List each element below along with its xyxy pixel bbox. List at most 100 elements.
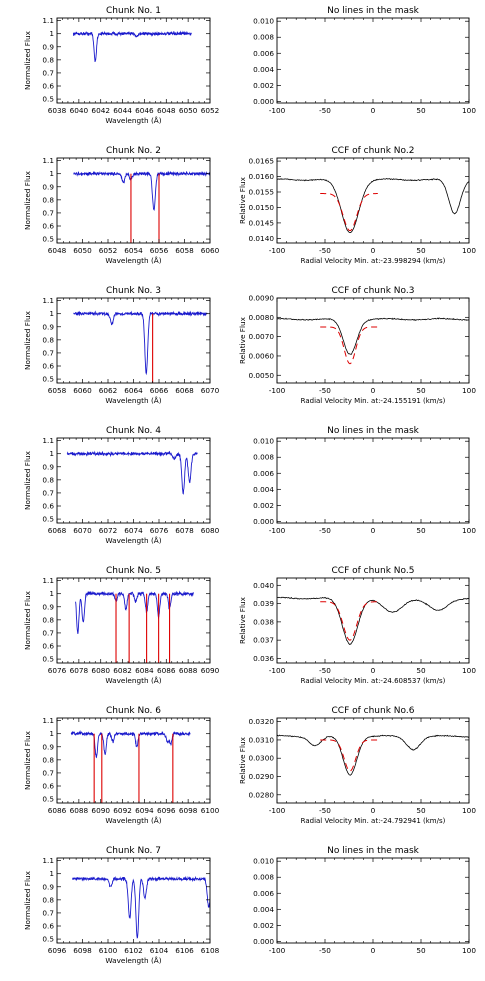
x-tick-label: 6048 xyxy=(157,106,176,115)
y-tick-label: 0.9 xyxy=(42,742,54,751)
y-tick-label: 0.039 xyxy=(253,599,274,608)
y-tick-label: 0.7 xyxy=(42,628,54,637)
plot-area xyxy=(277,596,469,646)
plot-frame xyxy=(56,437,211,524)
y-tick-label: 0.0300 xyxy=(248,754,274,763)
x-tick-label: 6058 xyxy=(175,246,194,255)
x-tick-label: 100 xyxy=(462,946,476,955)
y-tick-label: 1 xyxy=(49,29,54,38)
gaussian-fit-line xyxy=(320,739,378,772)
x-tick-label: 6084 xyxy=(135,666,154,675)
y-tick-label: 0.004 xyxy=(253,65,274,74)
x-tick-label: 6104 xyxy=(150,946,169,955)
plot-area xyxy=(73,310,208,383)
y-tick-label: 0.5 xyxy=(42,95,54,104)
x-tick-label: 50 xyxy=(416,386,426,395)
plot-area xyxy=(71,875,210,939)
x-tick-label: 6066 xyxy=(150,386,169,395)
y-tick-label: 0.6 xyxy=(42,222,54,231)
y-tick-label: 0.0320 xyxy=(248,717,274,726)
gaussian-fit-line xyxy=(320,601,378,641)
y-tick-label: 0.000 xyxy=(253,937,274,946)
y-tick-label: 0.0155 xyxy=(248,188,274,197)
y-tick-label: 0.0090 xyxy=(248,294,274,303)
x-tick-label: 50 xyxy=(416,526,426,535)
chart-title: Chunk No. 4 xyxy=(106,426,161,436)
x-tick-label: 6078 xyxy=(175,526,194,535)
plot-area xyxy=(66,450,198,495)
x-tick-label: 6046 xyxy=(135,106,154,115)
y-tick-label: 0.7 xyxy=(42,488,54,497)
x-axis-label: Wavelength (Å) xyxy=(105,256,161,265)
y-tick-label: 0.004 xyxy=(253,485,274,494)
y-tick-label: 1 xyxy=(49,449,54,458)
spectrum-line xyxy=(75,590,195,634)
y-tick-label: 1.1 xyxy=(42,296,54,305)
y-tick-label: 0.8 xyxy=(42,335,54,344)
y-tick-label: 1 xyxy=(49,869,54,878)
x-tick-label: 0 xyxy=(371,386,376,395)
plot-frame xyxy=(276,857,470,944)
x-tick-label: 6086 xyxy=(48,806,67,815)
x-tick-label: 6088 xyxy=(179,666,198,675)
y-tick-label: 0.036 xyxy=(253,654,274,663)
x-tick-label: -50 xyxy=(319,246,331,255)
plot-frame xyxy=(276,717,470,804)
y-tick-label: 0.9 xyxy=(42,882,54,891)
chart-panel: Chunk No. 1 6038 6040 6042 6044 6046 6048 6050 6… xyxy=(23,6,219,125)
x-tick-label: 6052 xyxy=(201,106,220,115)
x-tick-label: -100 xyxy=(269,526,286,535)
y-tick-label: 0.0290 xyxy=(248,772,274,781)
x-axis-label: Wavelength (Å) xyxy=(105,956,161,965)
chart-panel: CCF of chunk No.3 -100 -50 0 50 100 0.0050 0.00… xyxy=(238,286,476,405)
chart-title: Chunk No. 2 xyxy=(106,146,161,156)
x-tick-label: 6098 xyxy=(179,806,198,815)
y-tick-label: 0.0080 xyxy=(248,313,274,322)
chart-panel: Chunk No. 3 6058 6060 6062 6064 6066 6068 6070 0… xyxy=(23,286,220,405)
y-tick-label: 0.9 xyxy=(42,322,54,331)
x-tick-label: 50 xyxy=(416,106,426,115)
x-tick-label: 6056 xyxy=(150,246,169,255)
plot-area xyxy=(70,730,191,803)
y-tick-label: 1.1 xyxy=(42,716,54,725)
y-tick-label: 0.8 xyxy=(42,475,54,484)
x-tick-label: 6070 xyxy=(73,526,92,535)
plot-frame xyxy=(56,157,211,244)
x-tick-label: -100 xyxy=(269,246,286,255)
x-tick-label: 6060 xyxy=(201,246,220,255)
chart-title: Chunk No. 1 xyxy=(106,6,161,16)
chart-panel: CCF of chunk No.6 -100 -50 0 50 100 0.0280 0.02… xyxy=(238,706,476,825)
x-axis-label: Radial Velocity Min. at:-24.155191 (km/s… xyxy=(301,397,446,405)
y-tick-label: 0.040 xyxy=(253,581,274,590)
ccf-line xyxy=(277,177,469,233)
x-tick-label: 6074 xyxy=(124,526,143,535)
y-tick-label: 1.1 xyxy=(42,16,54,25)
y-tick-label: 0.006 xyxy=(253,469,274,478)
x-tick-label: 0 xyxy=(371,666,376,675)
chart-title: CCF of chunk No.5 xyxy=(332,566,415,576)
y-tick-label: 0.7 xyxy=(42,68,54,77)
ccf-line xyxy=(277,317,469,355)
y-tick-label: 0.002 xyxy=(253,81,274,90)
y-tick-label: 0.0050 xyxy=(248,371,274,380)
y-tick-label: 0.008 xyxy=(253,453,274,462)
y-tick-label: 0.008 xyxy=(253,873,274,882)
x-tick-label: 0 xyxy=(371,246,376,255)
plot-frame xyxy=(56,857,211,944)
chart-panel: No lines in the mask -100 -50 0 50 100 0.000 0.… xyxy=(253,6,476,115)
y-axis-label: Normalized Flux xyxy=(23,170,32,230)
y-tick-label: 0.0070 xyxy=(248,332,274,341)
chart-title: CCF of chunk No.3 xyxy=(332,286,415,296)
y-axis-label: Normalized Flux xyxy=(23,590,32,650)
x-tick-label: 6044 xyxy=(113,106,132,115)
x-tick-label: 6086 xyxy=(157,666,176,675)
chart-panel: CCF of chunk No.5 -100 -50 0 50 100 0.036 0.037… xyxy=(238,566,476,685)
x-tick-label: 100 xyxy=(462,526,476,535)
x-axis-label: Wavelength (Å) xyxy=(105,116,161,125)
y-tick-label: 0.9 xyxy=(42,602,54,611)
plot-area xyxy=(72,30,192,63)
y-tick-label: 0.6 xyxy=(42,362,54,371)
chart-panel: Chunk No. 4 6068 6070 6072 6074 6076 6078 6080 0… xyxy=(23,426,220,545)
x-tick-label: 6068 xyxy=(175,386,194,395)
chart-title: Chunk No. 6 xyxy=(106,706,161,716)
